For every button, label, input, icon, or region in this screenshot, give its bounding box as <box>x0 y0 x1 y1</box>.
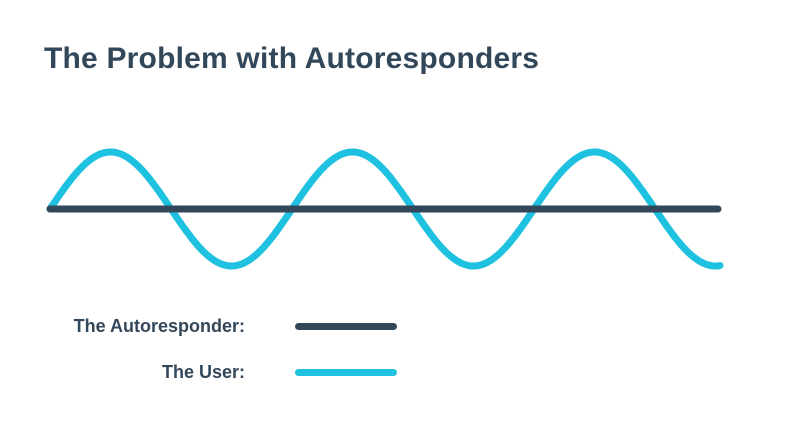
legend-swatch-autoresponder <box>295 323 397 330</box>
wave-diagram <box>46 148 724 270</box>
legend-label-user: The User: <box>161 362 245 382</box>
user-wave-line <box>46 148 724 270</box>
legend-label-autoresponder: The Autoresponder: <box>73 316 245 336</box>
legend-swatch-user <box>295 369 397 376</box>
page-title: The Problem with Autoresponders <box>44 42 540 75</box>
